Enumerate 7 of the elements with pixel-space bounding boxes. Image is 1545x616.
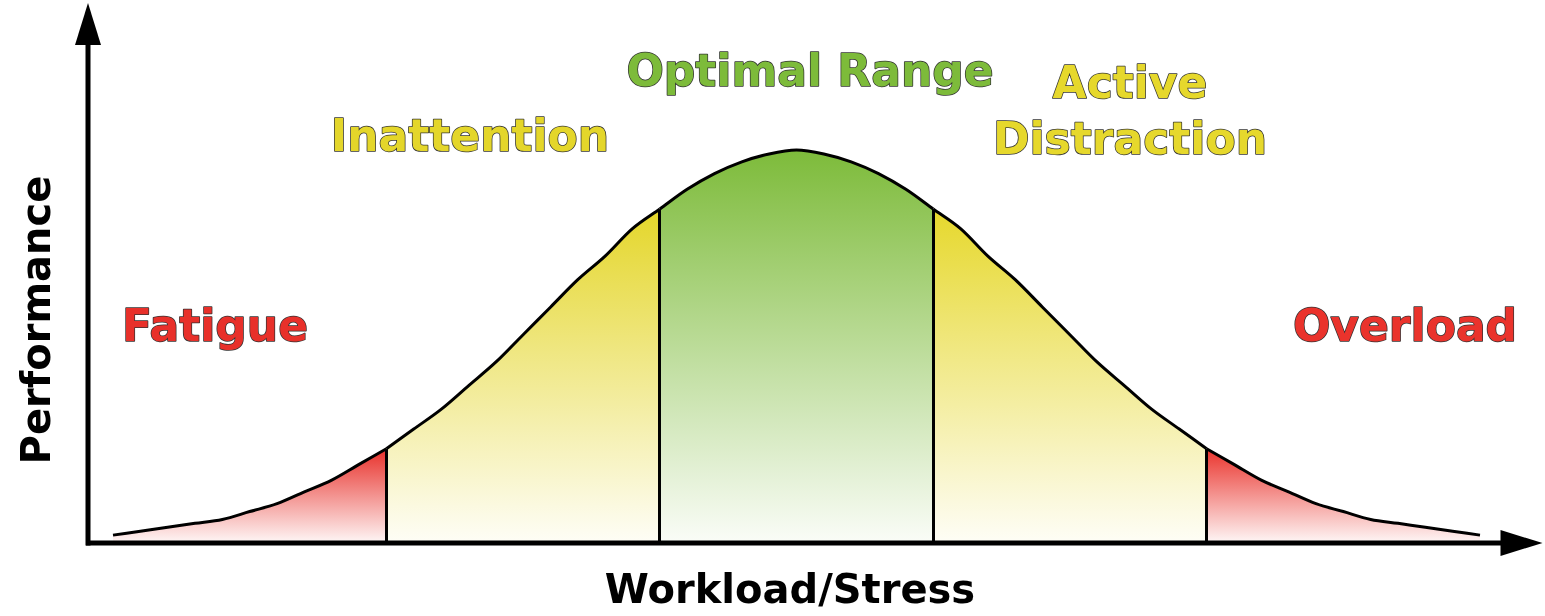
series-label: Active Distraction <box>993 57 1267 165</box>
y-axis-title: Performance <box>13 175 60 465</box>
series-label: Optimal Range <box>626 45 994 97</box>
text: Overload <box>1292 300 1518 352</box>
series-label: Inattention <box>330 110 610 162</box>
x-axis-title: Workload/Stress <box>604 566 976 613</box>
text: Fatigue <box>122 300 308 352</box>
